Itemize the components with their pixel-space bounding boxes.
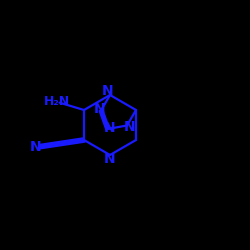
Text: N: N [102, 84, 113, 98]
Text: H₂N: H₂N [44, 95, 70, 108]
Text: N: N [30, 140, 42, 154]
Text: N: N [124, 120, 136, 134]
Text: N: N [104, 152, 116, 166]
Text: N: N [104, 121, 116, 135]
Text: N: N [94, 102, 106, 116]
